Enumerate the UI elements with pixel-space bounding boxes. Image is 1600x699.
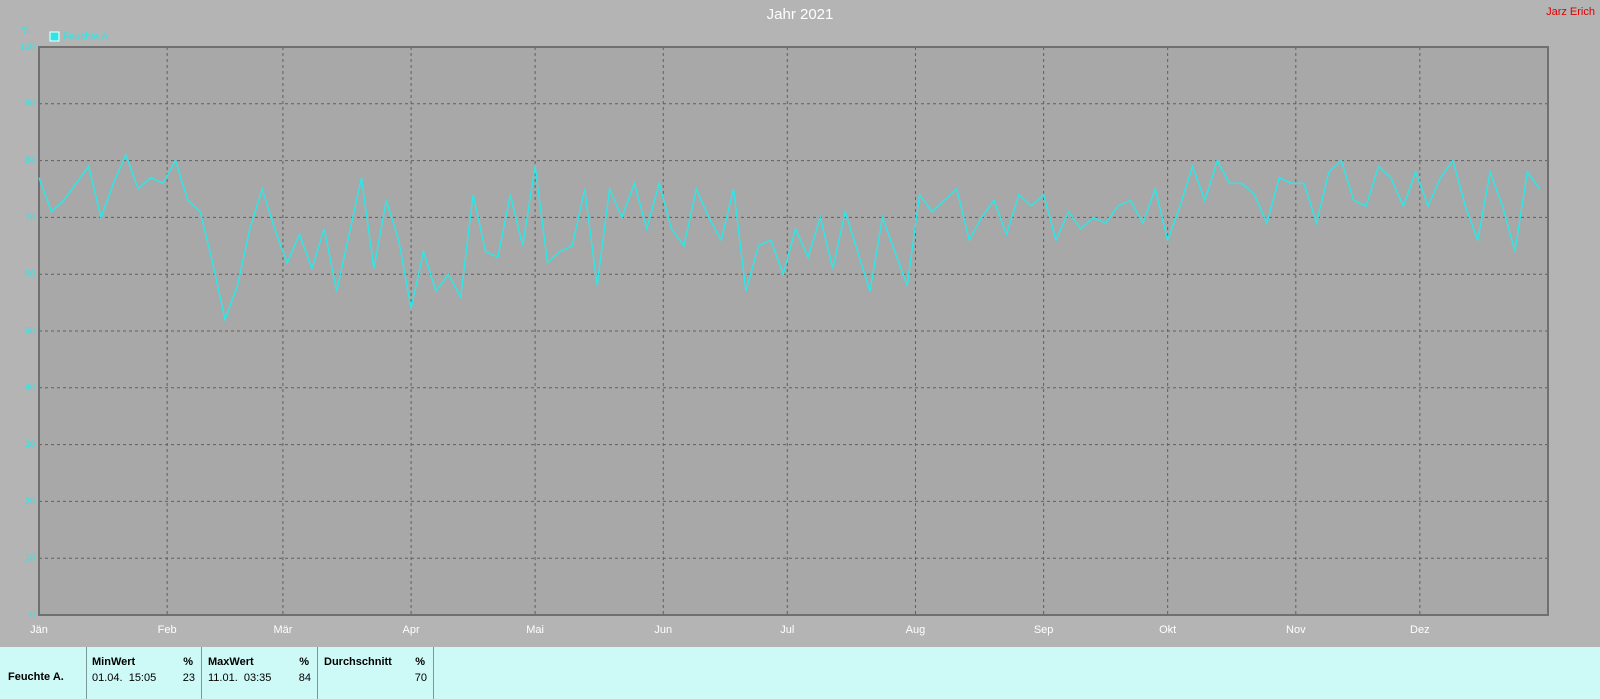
x-tick-label: Feb <box>158 624 177 636</box>
y-tick-label: 10 <box>25 553 35 563</box>
y-tick-label: 40 <box>25 382 35 392</box>
avg-cell: Durchschnitt % 70 <box>318 647 434 699</box>
data-line <box>38 152 1541 323</box>
x-tick-label: Mai <box>526 624 544 636</box>
row-label: Feuchte A. <box>8 671 64 683</box>
summary-table: Feuchte A. MinWert % 01.04. 15:05 23 Max… <box>0 647 1600 699</box>
legend-label: Feuchte A. <box>63 32 111 43</box>
header: MinWert <box>92 656 136 668</box>
unit: % <box>415 656 425 668</box>
y-tick-label: 0 <box>30 609 35 619</box>
plot-border <box>38 46 1549 616</box>
y-tick-label: 60 <box>25 269 35 279</box>
row-label-cell: Feuchte A. <box>0 647 87 699</box>
x-tick-label: Mär <box>273 624 292 636</box>
x-tick-label: Jun <box>654 624 672 636</box>
max-cell: MaxWert % 11.01. 03:35 84 <box>202 647 318 699</box>
y-tick-label: 30 <box>25 439 35 449</box>
y-tick-label: 80 <box>25 155 35 165</box>
chart-title: Jahr 2021 <box>767 6 834 23</box>
unit: % <box>299 656 309 668</box>
time: 11.01. 03:35 <box>208 672 272 684</box>
y-tick-label: 50 <box>25 325 35 335</box>
x-tick-label: Jul <box>780 624 794 636</box>
x-tick-label: Sep <box>1034 624 1054 636</box>
x-tick-label: Okt <box>1159 624 1176 636</box>
y-tick-label: 70 <box>25 212 35 222</box>
unit: % <box>183 656 193 668</box>
x-tick-label: Jän <box>30 624 48 636</box>
y-tick-label: 20 <box>25 496 35 506</box>
value: 84 <box>298 672 311 684</box>
x-tick-label: Aug <box>906 624 926 636</box>
x-tick-label: Nov <box>1286 624 1306 636</box>
time: 01.04. 15:05 <box>92 672 157 684</box>
value: 23 <box>182 672 195 684</box>
y-axis-label: % <box>22 26 31 37</box>
chart: Jahr 2021 Jarz Erich % 0 10 20 30 40 50 60 70 80… <box>20 6 1595 636</box>
value: 70 <box>414 672 427 684</box>
legend-swatch <box>49 31 60 42</box>
x-tick-label: Apr <box>403 624 420 636</box>
header: MaxWert <box>208 656 254 668</box>
header: Durchschnitt <box>324 656 392 668</box>
y-tick-label: 90 <box>25 98 35 108</box>
y-tick-label: 100 <box>20 41 35 51</box>
x-tick-label: Dez <box>1410 624 1430 636</box>
author: Jarz Erich <box>1546 6 1595 18</box>
plot-area <box>39 47 1548 615</box>
min-cell: MinWert % 01.04. 15:05 23 <box>86 647 202 699</box>
